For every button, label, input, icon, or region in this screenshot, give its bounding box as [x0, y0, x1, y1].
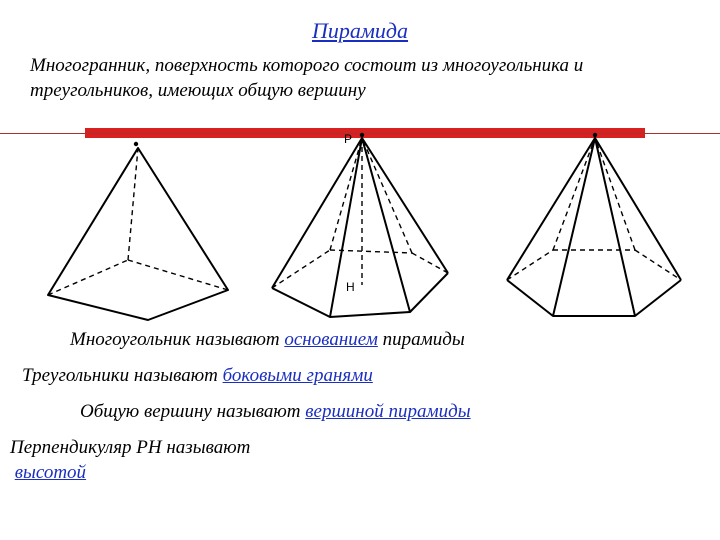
term-link: вершиной пирамиды — [305, 401, 470, 422]
foot-label: H — [346, 280, 355, 294]
pyramid-hexagon — [495, 130, 695, 330]
definition-text: Многогранник, поверхность которого состо… — [30, 54, 690, 103]
apex-label: P — [344, 132, 352, 146]
bullet-pre: Перпендикуляр PH называют — [10, 437, 250, 458]
bullet-faces: Треугольники называют боковыми гранями — [22, 364, 720, 389]
bullet-base: Многоугольник называют основанием пирами… — [70, 328, 720, 353]
page-title: Пирамида — [312, 18, 408, 44]
pyramid-square — [28, 130, 238, 330]
term-link: боковыми гранями — [223, 365, 373, 386]
bullet-height: Перпендикуляр PH называют высотой — [10, 436, 720, 485]
term-link: основанием — [284, 329, 378, 350]
bullet-pre: Общую вершину называют — [80, 401, 305, 422]
bullet-pre: Треугольники называют — [22, 365, 223, 386]
bullet-post: пирамиды — [378, 329, 465, 350]
bullet-pre: Многоугольник называют — [70, 329, 284, 350]
bullet-apex: Общую вершину называют вершиной пирамиды — [80, 400, 720, 425]
term-link: высотой — [15, 462, 86, 483]
pyramid-pentagon: P H — [262, 130, 462, 330]
pyramids-diagram: P H — [0, 130, 720, 320]
